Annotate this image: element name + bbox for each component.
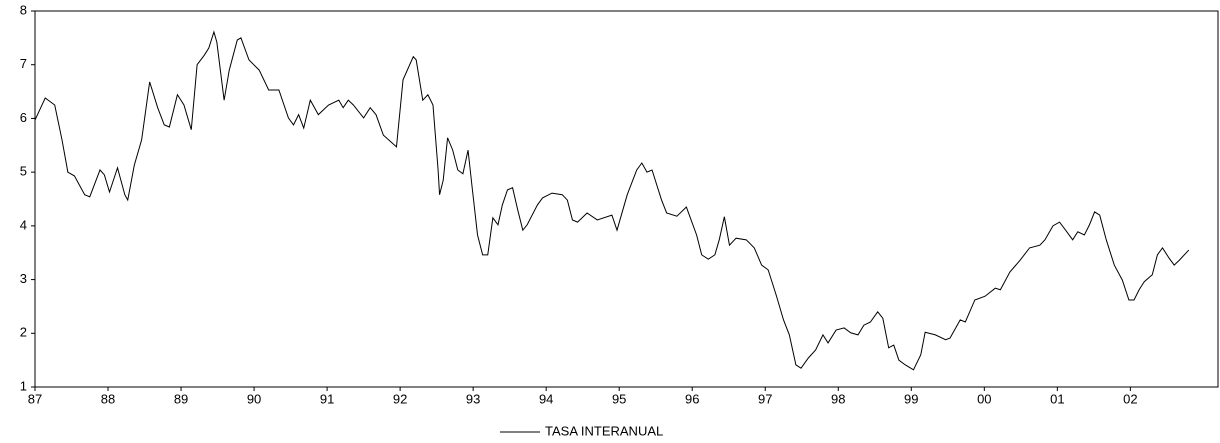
y-tick-label: 8 xyxy=(20,2,27,17)
y-tick-label: 1 xyxy=(20,378,27,393)
x-tick-label: 96 xyxy=(685,391,699,406)
x-tick-label: 87 xyxy=(28,391,42,406)
legend-label: TASA INTERANUAL xyxy=(545,423,663,438)
x-tick-label: 99 xyxy=(904,391,918,406)
y-tick-label: 3 xyxy=(20,271,27,286)
y-tick-label: 4 xyxy=(20,217,27,232)
x-tick-label: 92 xyxy=(393,391,407,406)
y-tick-label: 5 xyxy=(20,164,27,179)
x-tick-label: 97 xyxy=(758,391,772,406)
x-tick-label: 91 xyxy=(320,391,334,406)
x-tick-label: 94 xyxy=(539,391,553,406)
plot-frame xyxy=(34,10,1219,388)
x-tick-label: 01 xyxy=(1050,391,1064,406)
x-tick-label: 88 xyxy=(101,391,115,406)
x-tick-label: 98 xyxy=(831,391,845,406)
x-tick-label: 93 xyxy=(466,391,480,406)
line-series xyxy=(34,30,1190,371)
x-tick-label: 02 xyxy=(1123,391,1137,406)
y-tick-label: 7 xyxy=(20,56,27,71)
y-tick-label: 6 xyxy=(20,110,27,125)
x-tick-label: 00 xyxy=(977,391,991,406)
x-tick-label: 95 xyxy=(612,391,626,406)
y-tick-label: 2 xyxy=(20,325,27,340)
x-tick-label: 90 xyxy=(247,391,261,406)
x-tick-label: 89 xyxy=(174,391,188,406)
